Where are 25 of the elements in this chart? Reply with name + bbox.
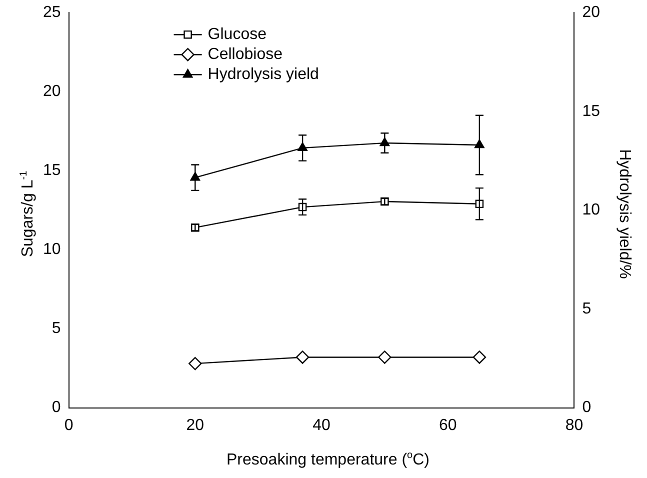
y2-tick-label: 20	[582, 4, 600, 22]
x-tick-label: 0	[64, 416, 74, 434]
legend-label: Hydrolysis yield	[208, 66, 319, 84]
point	[378, 350, 392, 364]
x-tick-label: 60	[438, 416, 457, 434]
legend-label: Cellobiose	[208, 46, 283, 64]
y2-tick-label: 10	[582, 202, 600, 219]
y-tick-label: 0	[52, 399, 61, 416]
y-tick-label: 25	[43, 4, 61, 22]
y2-tick-label: 15	[582, 102, 600, 120]
x-tick-label: 40	[312, 416, 330, 434]
y2-axis-title: Hydrolysis yield/%	[615, 149, 633, 279]
point	[472, 350, 486, 364]
y2-tick-label: 0	[582, 399, 592, 416]
legend-label: Glucose	[208, 26, 267, 44]
point	[296, 350, 310, 364]
y-tick-label: 15	[43, 162, 61, 180]
x-axis-title: Presoaking temperature ($^{o}$C)	[226, 450, 430, 470]
y2-tick-label: 5	[582, 300, 592, 318]
x-tick-label: 80	[565, 416, 584, 434]
y-tick-label: 20	[43, 83, 61, 100]
y-tick-label: 5	[52, 320, 61, 338]
x-tick-label: 20	[186, 416, 204, 434]
point	[188, 356, 202, 370]
y-tick-label: 10	[43, 241, 61, 258]
